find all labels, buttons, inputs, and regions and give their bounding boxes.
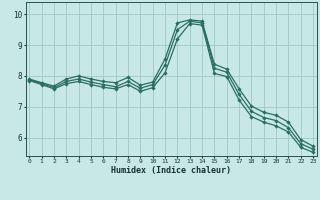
X-axis label: Humidex (Indice chaleur): Humidex (Indice chaleur) [111, 166, 231, 175]
